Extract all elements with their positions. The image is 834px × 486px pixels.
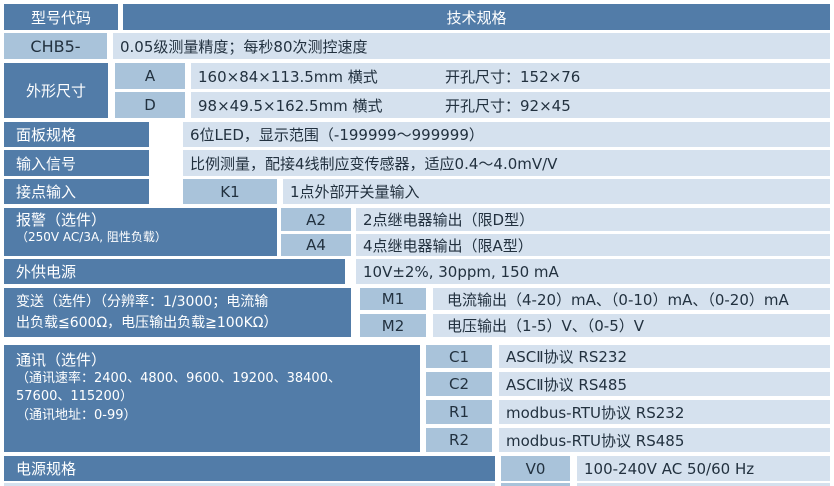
transmit-label-block: 变送（选件）（分辨率：1/3000；电流输 出负载≦600Ω，电压输出负载≧10… xyxy=(4,288,351,337)
contact-input-label: 接点输入 xyxy=(4,179,149,204)
comm-code-r1: R1 xyxy=(426,400,492,424)
comm-desc-c2: ASCⅡ协议 RS485 xyxy=(499,372,830,396)
comm-label-line3: 57600、115200） xyxy=(16,389,133,405)
alarm-desc-a4: 4点继电器输出（限A型） xyxy=(356,234,830,256)
aux-power-desc: 10V±2%, 30ppm, 150 mA xyxy=(356,259,830,284)
power-label: 电源规格 xyxy=(4,456,495,481)
alarm-code-a4: A4 xyxy=(281,234,351,256)
bottom-row-sliver-code xyxy=(501,483,570,486)
contact-input-code: K1 xyxy=(183,179,277,204)
comm-label-line2: （通讯速率：2400、4800、9600、19200、38400、 xyxy=(16,370,341,386)
alarm-code-a2: A2 xyxy=(281,208,351,231)
dimension-code-a: A xyxy=(115,63,185,89)
signal-input-desc: 比例测量，配接4线制应变传感器，适应0.4～4.0mV/V xyxy=(183,150,830,176)
alarm-sublabel: （250V AC/3A, 阻性负载） xyxy=(16,229,167,244)
dimension-cutout-a: 开孔尺寸：152×76 xyxy=(445,67,581,86)
dimension-cutout-d: 开孔尺寸：92×45 xyxy=(445,96,571,115)
dimension-code-d: D xyxy=(115,92,185,118)
model-desc-cell: 0.05级测量精度；每秒80次测控速度 xyxy=(113,33,830,59)
alarm-desc-a2: 2点继电器输出（限D型） xyxy=(356,208,830,231)
header-tech-spec: 技术规格 xyxy=(123,4,830,30)
comm-code-c2: C2 xyxy=(426,372,492,396)
aux-power-label: 外供电源 xyxy=(4,259,345,284)
dimension-desc-a: 160×84×113.5mm 横式 开孔尺寸：152×76 xyxy=(191,63,830,89)
comm-label-line4: （通讯地址：0-99） xyxy=(16,407,137,423)
comm-label-block: 通讯（选件） （通讯速率：2400、4800、9600、19200、38400、… xyxy=(4,345,420,452)
comm-desc-r2: modbus-RTU协议 RS485 xyxy=(499,428,830,452)
header-model-code: 型号代码 xyxy=(4,4,118,30)
contact-input-desc: 1点外部开关量输入 xyxy=(283,179,830,204)
transmit-code-m2: M2 xyxy=(360,314,426,337)
panel-label: 面板规格 xyxy=(4,122,149,147)
alarm-label-block: 报警（选件） （250V AC/3A, 阻性负载） xyxy=(4,208,277,256)
bottom-row-sliver-right xyxy=(577,483,830,486)
power-desc: 100-240V AC 50/60 Hz xyxy=(577,456,830,481)
comm-code-r2: R2 xyxy=(426,428,492,452)
dimension-size-a: 160×84×113.5mm 横式 xyxy=(198,67,378,86)
panel-desc: 6位LED，显示范围（-199999～999999） xyxy=(183,122,830,147)
comm-code-c1: C1 xyxy=(426,345,492,368)
dimensions-label: 外形尺寸 xyxy=(4,63,108,118)
dimension-desc-d: 98×49.5×162.5mm 横式 开孔尺寸：92×45 xyxy=(191,92,830,118)
power-code-v0: V0 xyxy=(501,456,570,481)
transmit-label-line1: 变送（选件）（分辨率：1/3000；电流输 xyxy=(16,294,269,310)
comm-label-line1: 通讯（选件） xyxy=(16,351,107,369)
comm-desc-r1: modbus-RTU协议 RS232 xyxy=(499,400,830,424)
transmit-code-m1: M1 xyxy=(360,288,426,310)
signal-input-label: 输入信号 xyxy=(4,150,149,176)
model-code-cell: CHB5- xyxy=(4,33,107,59)
alarm-label: 报警（选件） xyxy=(16,211,107,229)
transmit-desc-m1: 电流输出（4-20）mA、（0-10）mA、（0-20）mA xyxy=(433,288,830,310)
dimension-size-d: 98×49.5×162.5mm 横式 xyxy=(198,96,383,115)
transmit-desc-m2: 电压输出（1-5）V、（0-5）V xyxy=(433,314,830,337)
transmit-label-line2: 出负载≦600Ω，电压输出负载≧100KΩ） xyxy=(16,315,278,331)
comm-desc-c1: ASCⅡ协议 RS232 xyxy=(499,345,830,368)
bottom-row-sliver-left xyxy=(4,483,495,486)
